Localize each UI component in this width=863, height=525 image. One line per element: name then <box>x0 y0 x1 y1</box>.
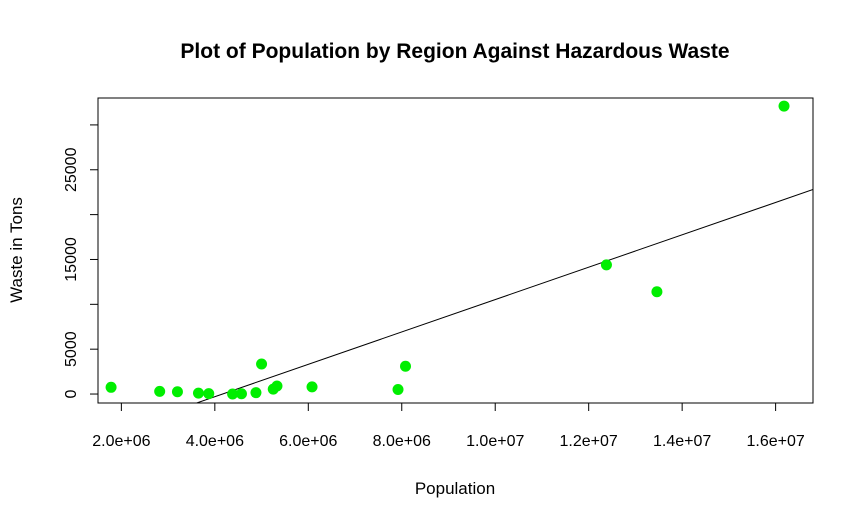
y-tick-label: 0 <box>63 389 80 398</box>
data-point <box>306 381 318 393</box>
x-tick-label: 6.0e+06 <box>279 433 337 450</box>
x-tick-label: 1.0e+07 <box>466 433 524 450</box>
x-tick-label: 1.4e+07 <box>653 433 711 450</box>
data-point <box>105 381 117 393</box>
data-point <box>600 259 612 271</box>
data-point <box>227 388 239 400</box>
x-tick-label: 8.0e+06 <box>373 433 431 450</box>
plot-area <box>105 100 813 403</box>
x-tick-label: 2.0e+06 <box>92 433 150 450</box>
data-point <box>271 380 283 392</box>
data-point <box>778 100 790 112</box>
data-point <box>651 286 663 298</box>
y-tick-label: 25000 <box>63 147 80 192</box>
data-point <box>203 388 215 400</box>
y-axis: 0 5000 15000 25000 <box>63 124 99 398</box>
data-point <box>154 385 166 397</box>
data-point <box>250 387 262 399</box>
x-tick-label: 1.2e+07 <box>560 433 618 450</box>
data-point <box>392 384 404 396</box>
x-axis-label: Population <box>415 479 495 498</box>
data-point <box>256 358 268 370</box>
y-tick-label: 15000 <box>63 237 80 282</box>
data-point <box>235 388 247 400</box>
data-point <box>399 360 411 372</box>
data-point <box>171 386 183 398</box>
regression-line <box>195 189 813 403</box>
x-tick-label: 1.6e+07 <box>746 433 804 450</box>
x-tick-label: 4.0e+06 <box>186 433 244 450</box>
chart-title: Plot of Population by Region Against Haz… <box>180 40 729 63</box>
y-tick-label: 5000 <box>63 331 80 367</box>
y-axis-label: Waste in Tons <box>7 197 26 303</box>
x-axis: 2.0e+06 4.0e+06 6.0e+06 8.0e+06 1.0e+07 1.2e+… <box>92 402 805 450</box>
data-point <box>192 387 204 399</box>
plot-frame <box>97 97 814 404</box>
